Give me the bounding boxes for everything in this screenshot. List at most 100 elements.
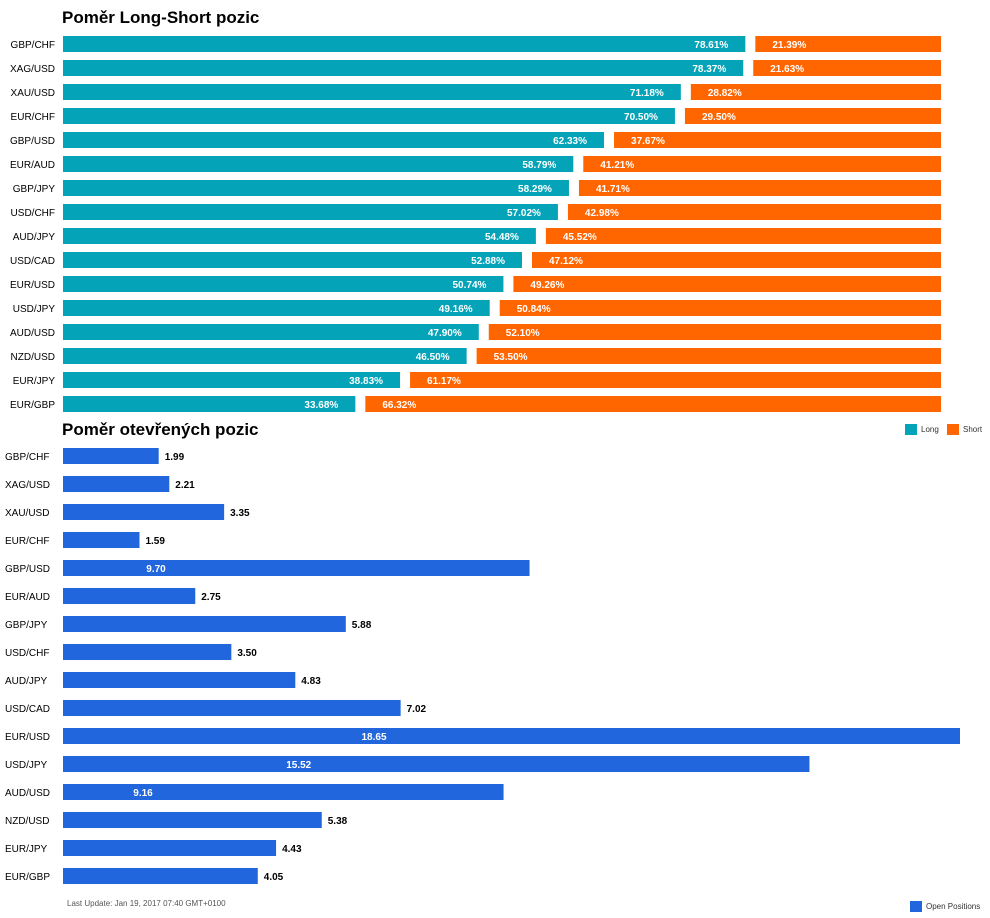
short-bar-eur-gbp	[365, 396, 941, 412]
long-value-label: 33.68%	[304, 400, 338, 411]
open-positions-bar-xau-usd	[63, 504, 225, 520]
open-positions-bar-xag-usd	[63, 476, 170, 492]
open-positions-value-label: 3.50	[237, 648, 257, 659]
open-positions-bar-usd-chf	[63, 644, 232, 660]
short-value-label: 37.67%	[631, 136, 665, 147]
category-label-eur-gbp: EUR/GBP	[10, 400, 55, 411]
long-value-label: 47.90%	[428, 328, 462, 339]
open-positions-bar-usd-jpy	[63, 756, 810, 772]
long-bar-eur-chf	[63, 108, 675, 124]
long-bar-gbp-chf	[63, 36, 746, 52]
open-positions-value-label: 4.43	[282, 844, 302, 855]
short-value-label: 66.32%	[382, 400, 416, 411]
legend-open-positions-label: Open Positions	[926, 902, 980, 911]
long-value-label: 54.48%	[485, 232, 519, 243]
open-positions-value-label: 3.35	[230, 508, 250, 519]
category-label-xau-usd: XAU/USD	[5, 508, 49, 519]
category-label-xag-usd: XAG/USD	[5, 480, 50, 491]
category-label-gbp-chf: GBP/CHF	[11, 40, 55, 51]
long-value-label: 58.79%	[522, 160, 556, 171]
category-label-gbp-jpy: GBP/JPY	[5, 620, 48, 631]
short-bar-gbp-usd	[614, 132, 941, 148]
category-label-eur-usd: EUR/USD	[5, 732, 50, 743]
short-value-label: 47.12%	[549, 256, 583, 267]
open-positions-value-label: 9.16	[133, 788, 153, 799]
long-bar-eur-aud	[63, 156, 574, 172]
open-positions-bar-eur-gbp	[63, 868, 258, 884]
short-value-label: 21.63%	[770, 64, 804, 75]
long-bar-aud-jpy	[63, 228, 536, 244]
short-value-label: 41.21%	[600, 160, 634, 171]
category-label-usd-cad: USD/CAD	[10, 256, 55, 267]
short-bar-aud-jpy	[545, 228, 941, 244]
long-bar-usd-chf	[63, 204, 558, 220]
category-label-gbp-usd: GBP/USD	[10, 136, 55, 147]
category-label-gbp-usd: GBP/USD	[5, 564, 50, 575]
legend-long-swatch	[905, 424, 917, 435]
category-label-eur-jpy: EUR/JPY	[5, 844, 48, 855]
short-bar-usd-cad	[531, 252, 941, 268]
category-label-aud-jpy: AUD/JPY	[5, 676, 48, 687]
long-bar-nzd-usd	[63, 348, 467, 364]
category-label-eur-usd: EUR/USD	[10, 280, 55, 291]
category-label-xau-usd: XAU/USD	[11, 88, 55, 99]
long-value-label: 57.02%	[507, 208, 541, 219]
long-bar-eur-usd	[63, 276, 504, 292]
short-bar-aud-usd	[488, 324, 941, 340]
category-label-usd-chf: USD/CHF	[11, 208, 55, 219]
open-positions-bar-aud-usd	[63, 784, 504, 800]
long-short-chart-title: Poměr Long-Short pozic	[62, 8, 260, 27]
short-bar-eur-jpy	[410, 372, 941, 388]
long-value-label: 38.83%	[349, 376, 383, 387]
category-label-eur-gbp: EUR/GBP	[5, 872, 50, 883]
open-positions-chart-title: Poměr otevřených pozic	[62, 420, 259, 439]
long-value-label: 78.37%	[692, 64, 726, 75]
open-positions-value-label: 4.05	[264, 872, 284, 883]
short-bar-usd-chf	[567, 204, 941, 220]
open-positions-bar-gbp-jpy	[63, 616, 346, 632]
category-label-aud-usd: AUD/USD	[5, 788, 50, 799]
short-value-label: 28.82%	[708, 88, 742, 99]
short-bar-eur-chf	[684, 108, 941, 124]
open-positions-value-label: 2.21	[175, 480, 195, 491]
long-value-label: 52.88%	[471, 256, 505, 267]
long-value-label: 46.50%	[416, 352, 450, 363]
long-value-label: 71.18%	[630, 88, 664, 99]
short-value-label: 53.50%	[494, 352, 528, 363]
short-bar-gbp-chf	[755, 36, 941, 52]
open-positions-value-label: 5.38	[328, 816, 348, 827]
long-bar-gbp-jpy	[63, 180, 569, 196]
short-bar-gbp-jpy	[578, 180, 941, 196]
category-label-eur-jpy: EUR/JPY	[13, 376, 56, 387]
open-positions-value-label: 18.65	[362, 732, 387, 743]
category-label-eur-aud: EUR/AUD	[10, 160, 55, 171]
short-value-label: 49.26%	[530, 280, 564, 291]
long-bar-eur-gbp	[63, 396, 356, 412]
long-bar-usd-cad	[63, 252, 522, 268]
category-label-usd-jpy: USD/JPY	[13, 304, 56, 315]
category-label-usd-chf: USD/CHF	[5, 648, 49, 659]
short-value-label: 50.84%	[517, 304, 551, 315]
category-label-eur-chf: EUR/CHF	[11, 112, 55, 123]
long-value-label: 49.16%	[439, 304, 473, 315]
open-positions-bar-nzd-usd	[63, 812, 322, 828]
short-value-label: 41.71%	[596, 184, 630, 195]
legend-short-label: Short	[963, 425, 983, 434]
open-positions-value-label: 1.99	[165, 452, 185, 463]
open-positions-bar-aud-jpy	[63, 672, 296, 688]
open-positions-bar-eur-jpy	[63, 840, 277, 856]
long-bar-xag-usd	[63, 60, 744, 76]
long-value-label: 50.74%	[453, 280, 487, 291]
category-label-usd-jpy: USD/JPY	[5, 760, 48, 771]
open-positions-bar-eur-usd	[63, 728, 960, 744]
category-label-aud-usd: AUD/USD	[10, 328, 55, 339]
short-value-label: 29.50%	[702, 112, 736, 123]
short-value-label: 21.39%	[772, 40, 806, 51]
short-bar-xau-usd	[690, 84, 941, 100]
category-label-eur-aud: EUR/AUD	[5, 592, 50, 603]
open-positions-bar-usd-cad	[63, 700, 401, 716]
legend-long-label: Long	[921, 425, 939, 434]
long-value-label: 78.61%	[694, 40, 728, 51]
category-label-usd-cad: USD/CAD	[5, 704, 50, 715]
